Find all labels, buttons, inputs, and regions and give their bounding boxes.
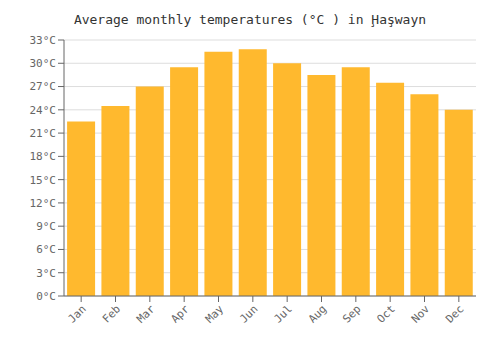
svg-text:Jul: Jul xyxy=(272,302,295,325)
svg-text:Feb: Feb xyxy=(100,302,123,325)
svg-text:Oct: Oct xyxy=(375,302,398,325)
svg-text:30°C: 30°C xyxy=(30,57,57,70)
svg-text:Mar: Mar xyxy=(134,302,158,326)
svg-text:Dec: Dec xyxy=(443,302,466,325)
svg-text:Nov: Nov xyxy=(409,302,433,326)
svg-text:Aug: Aug xyxy=(306,302,329,325)
svg-text:15°C: 15°C xyxy=(30,174,57,187)
svg-text:May: May xyxy=(203,302,227,326)
svg-text:Jan: Jan xyxy=(66,302,89,325)
svg-text:33°C: 33°C xyxy=(30,34,57,47)
svg-text:18°C: 18°C xyxy=(30,150,57,163)
svg-text:Jun: Jun xyxy=(237,302,260,325)
html-text:Average monthly temperatures (: Average monthly temperatures (°C ) in Ḩa… xyxy=(73,12,427,27)
svg-text:21°C: 21°C xyxy=(30,127,57,140)
svg-text:27°C: 27°C xyxy=(30,80,57,93)
svg-text:Apr: Apr xyxy=(169,302,193,326)
svg-text:24°C: 24°C xyxy=(30,104,57,117)
svg-text:6°C: 6°C xyxy=(36,243,56,256)
svg-text:0°C: 0°C xyxy=(36,290,56,303)
svg-text:9°C: 9°C xyxy=(36,220,56,233)
svg-text:12°C: 12°C xyxy=(30,197,57,210)
svg-text:3°C: 3°C xyxy=(36,267,56,280)
svg-text:Sep: Sep xyxy=(340,302,363,325)
